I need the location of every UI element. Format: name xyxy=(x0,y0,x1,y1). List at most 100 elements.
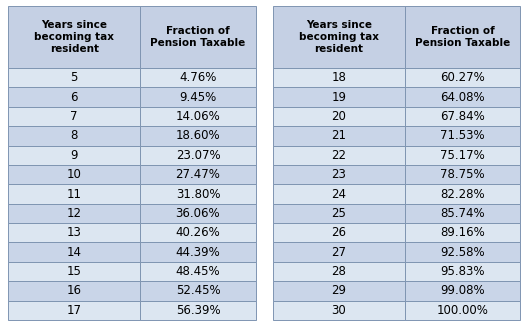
Bar xyxy=(140,165,256,184)
Bar xyxy=(8,262,140,281)
Bar xyxy=(272,184,405,204)
Text: 23.07%: 23.07% xyxy=(176,149,220,162)
Bar xyxy=(405,301,520,320)
Text: Years since
becoming tax
resident: Years since becoming tax resident xyxy=(299,20,379,54)
Text: 27.47%: 27.47% xyxy=(175,168,220,181)
Text: 18: 18 xyxy=(331,71,346,84)
Bar xyxy=(405,6,520,68)
Bar xyxy=(272,262,405,281)
Text: 100.00%: 100.00% xyxy=(437,304,488,317)
Bar xyxy=(8,107,140,126)
Text: 19: 19 xyxy=(331,91,346,104)
Bar xyxy=(272,107,405,126)
Text: 56.39%: 56.39% xyxy=(176,304,220,317)
Text: 67.84%: 67.84% xyxy=(440,110,485,123)
Bar xyxy=(405,262,520,281)
Text: 82.28%: 82.28% xyxy=(440,187,485,200)
Text: Years since
becoming tax
resident: Years since becoming tax resident xyxy=(34,20,114,54)
Text: 92.58%: 92.58% xyxy=(440,246,485,259)
Text: 44.39%: 44.39% xyxy=(176,246,220,259)
Text: 40.26%: 40.26% xyxy=(176,226,220,239)
Text: 9: 9 xyxy=(70,149,78,162)
Text: 78.75%: 78.75% xyxy=(440,168,485,181)
Bar xyxy=(140,107,256,126)
Bar xyxy=(272,223,405,243)
Text: 29: 29 xyxy=(331,284,346,297)
Bar xyxy=(272,6,405,68)
Bar xyxy=(272,68,405,87)
Bar xyxy=(272,301,405,320)
Text: 21: 21 xyxy=(331,129,346,142)
Text: 95.83%: 95.83% xyxy=(440,265,485,278)
Bar xyxy=(405,107,520,126)
Text: 64.08%: 64.08% xyxy=(440,91,485,104)
Text: 26: 26 xyxy=(331,226,346,239)
Text: 6: 6 xyxy=(70,91,78,104)
Text: 28: 28 xyxy=(331,265,346,278)
Text: 48.45%: 48.45% xyxy=(176,265,220,278)
Bar xyxy=(272,126,405,145)
Text: 8: 8 xyxy=(71,129,78,142)
Bar xyxy=(405,281,520,301)
Bar xyxy=(8,87,140,107)
Text: 13: 13 xyxy=(67,226,82,239)
Text: 31.80%: 31.80% xyxy=(176,187,220,200)
Bar xyxy=(272,204,405,223)
Text: 14: 14 xyxy=(67,246,82,259)
Text: 4.76%: 4.76% xyxy=(180,71,216,84)
Text: 20: 20 xyxy=(331,110,346,123)
Bar xyxy=(8,6,140,68)
Text: 10: 10 xyxy=(67,168,82,181)
Text: Fraction of
Pension Taxable: Fraction of Pension Taxable xyxy=(150,26,246,48)
Bar xyxy=(8,68,140,87)
Text: 15: 15 xyxy=(67,265,82,278)
Text: 27: 27 xyxy=(331,246,346,259)
Bar xyxy=(8,281,140,301)
Bar xyxy=(8,126,140,145)
Bar xyxy=(272,87,405,107)
Text: 22: 22 xyxy=(331,149,346,162)
Bar xyxy=(405,204,520,223)
Bar xyxy=(8,223,140,243)
Text: 14.06%: 14.06% xyxy=(176,110,220,123)
Bar xyxy=(405,165,520,184)
Bar xyxy=(272,243,405,262)
Text: 75.17%: 75.17% xyxy=(440,149,485,162)
Bar xyxy=(140,204,256,223)
Bar xyxy=(140,281,256,301)
Bar xyxy=(8,145,140,165)
Text: 18.60%: 18.60% xyxy=(176,129,220,142)
Text: 99.08%: 99.08% xyxy=(440,284,485,297)
Text: 17: 17 xyxy=(67,304,82,317)
Bar xyxy=(8,184,140,204)
Bar xyxy=(140,126,256,145)
Bar xyxy=(8,243,140,262)
Bar xyxy=(405,68,520,87)
Text: 12: 12 xyxy=(67,207,82,220)
Bar xyxy=(405,243,520,262)
Bar xyxy=(8,204,140,223)
Text: Fraction of
Pension Taxable: Fraction of Pension Taxable xyxy=(415,26,510,48)
Text: 36.06%: 36.06% xyxy=(176,207,220,220)
Text: 16: 16 xyxy=(67,284,82,297)
Bar xyxy=(405,223,520,243)
Bar xyxy=(140,301,256,320)
Bar xyxy=(140,184,256,204)
Text: 89.16%: 89.16% xyxy=(440,226,485,239)
Text: 60.27%: 60.27% xyxy=(440,71,485,84)
Text: 11: 11 xyxy=(67,187,82,200)
Text: 23: 23 xyxy=(331,168,346,181)
Text: 52.45%: 52.45% xyxy=(176,284,220,297)
Bar xyxy=(272,145,405,165)
Bar xyxy=(140,6,256,68)
Text: 5: 5 xyxy=(71,71,78,84)
Bar xyxy=(140,87,256,107)
Bar xyxy=(272,281,405,301)
Text: 85.74%: 85.74% xyxy=(440,207,485,220)
Bar xyxy=(140,223,256,243)
Bar xyxy=(140,68,256,87)
Bar xyxy=(8,165,140,184)
Bar xyxy=(140,243,256,262)
Bar xyxy=(8,301,140,320)
Bar xyxy=(405,126,520,145)
